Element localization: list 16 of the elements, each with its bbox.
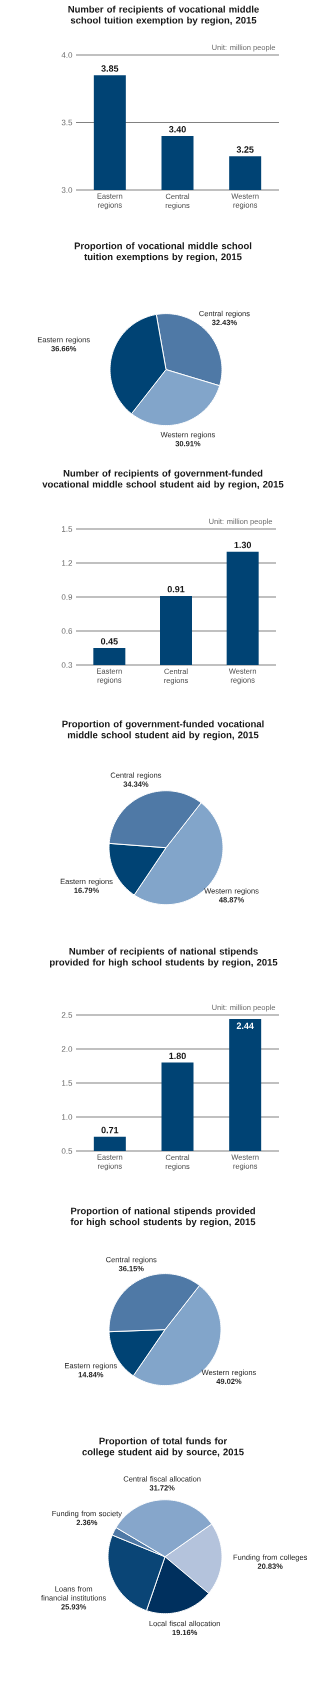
data-label: 1.30	[234, 541, 252, 549]
chart-title: Proportion of national stipends provided for high school students by region, 2015	[70, 1207, 256, 1228]
chart-title: Proportion of government-funded vocational middle school student aid by region, 2015	[62, 720, 264, 741]
chart-title: Proportion of total funds for college student aid by source, 2015	[82, 1437, 244, 1458]
chart-title: Number of recipients of government-funded vocational middle school student aid by region, 2015	[42, 469, 284, 490]
data-label: 3.40	[168, 126, 186, 133]
data-label: 3.85	[101, 65, 119, 72]
data-label: 1.80	[169, 1052, 186, 1060]
chart-title: Proportion of vocational middle school tuition exemptions by region, 2015	[74, 242, 252, 263]
data-label: 2.44	[236, 1022, 254, 1029]
data-label: 0.91	[167, 586, 185, 593]
data-label: 0.71	[101, 1126, 119, 1134]
chart-title: Number of recipients of national stipends provided for high school students by region, 2015	[50, 947, 278, 968]
data-label: 3.25	[236, 146, 254, 153]
chart-title: Number of recipients of vocational middle school tuition exemption by region, 2015	[68, 5, 259, 26]
data-label: 0.45	[100, 638, 118, 645]
